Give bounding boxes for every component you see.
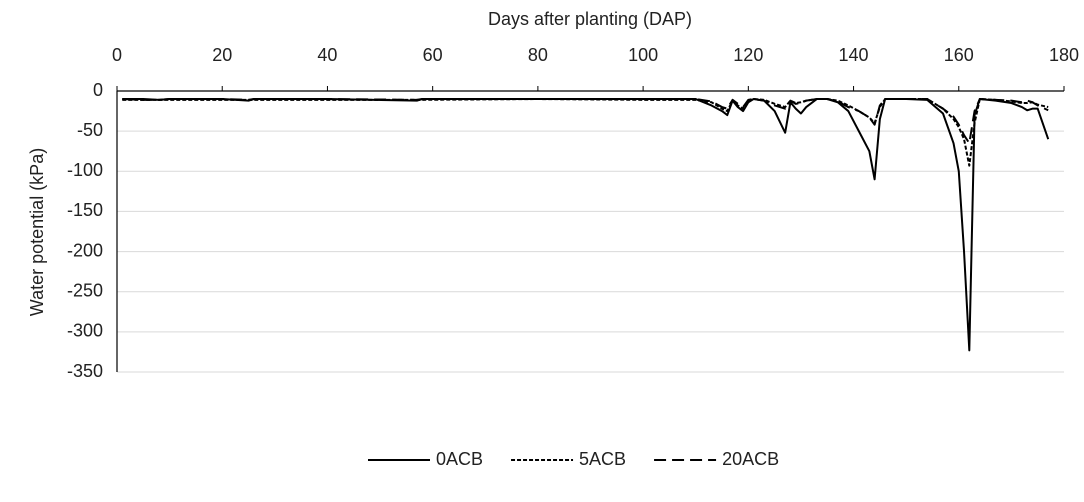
data-line bbox=[122, 98, 1049, 167]
x-tick-label: 20 bbox=[212, 45, 232, 65]
y-tick-label: 0 bbox=[93, 80, 103, 100]
y-axis-title: Water potential (kPa) bbox=[27, 148, 47, 316]
x-tick-label: 180 bbox=[1049, 45, 1079, 65]
legend-label: 0ACB bbox=[436, 449, 483, 469]
y-tick-label: -100 bbox=[67, 160, 103, 180]
y-tick-label: -250 bbox=[67, 280, 103, 300]
x-axis-title: Days after planting (DAP) bbox=[488, 9, 692, 29]
x-tick-label: 60 bbox=[423, 45, 443, 65]
y-tick-label: -150 bbox=[67, 200, 103, 220]
y-tick-label: -50 bbox=[77, 120, 103, 140]
x-tick-label: 140 bbox=[839, 45, 869, 65]
x-tick-label: 120 bbox=[733, 45, 763, 65]
data-line bbox=[122, 98, 1049, 145]
x-tick-label: 40 bbox=[317, 45, 337, 65]
data-line bbox=[122, 98, 1050, 352]
x-tick-label: 0 bbox=[112, 45, 122, 65]
legend-label: 5ACB bbox=[579, 449, 626, 469]
legend-label: 20ACB bbox=[722, 449, 779, 469]
x-tick-label: 80 bbox=[528, 45, 548, 65]
y-tick-label: -300 bbox=[67, 321, 103, 341]
x-tick-label: 100 bbox=[628, 45, 658, 65]
y-tick-label: -350 bbox=[67, 361, 103, 381]
y-tick-label: -200 bbox=[67, 240, 103, 260]
x-tick-label: 160 bbox=[944, 45, 974, 65]
